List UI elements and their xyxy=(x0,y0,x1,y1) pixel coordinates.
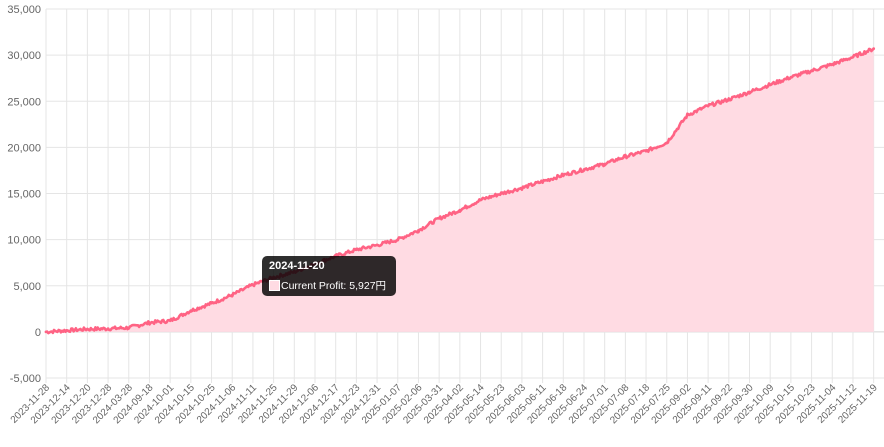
data-point[interactable] xyxy=(251,283,255,287)
data-point[interactable] xyxy=(789,75,793,79)
data-point[interactable] xyxy=(727,98,731,101)
data-point[interactable] xyxy=(168,319,172,323)
y-tick-label: -5,000 xyxy=(10,373,41,385)
data-point[interactable] xyxy=(230,293,234,297)
data-point[interactable] xyxy=(582,168,586,171)
data-point[interactable] xyxy=(603,162,607,166)
data-point[interactable] xyxy=(768,83,772,87)
y-tick-label: 10,000 xyxy=(7,235,41,247)
data-point[interactable] xyxy=(830,62,834,66)
data-point[interactable] xyxy=(375,243,379,247)
y-tick-label: 20,000 xyxy=(7,142,41,154)
y-tick-label: 0 xyxy=(35,327,41,339)
tooltip-title: 2024-11-20 xyxy=(269,260,325,272)
tooltip-color-swatch xyxy=(269,280,280,291)
y-tick-label: 25,000 xyxy=(7,96,41,108)
data-point[interactable] xyxy=(106,327,110,331)
series-line-current-profit xyxy=(45,47,875,335)
data-point[interactable] xyxy=(85,327,89,331)
data-point[interactable] xyxy=(644,149,648,153)
chart-tooltip: 2024-11-20 Current Profit: 5,927円 xyxy=(262,256,396,296)
data-point[interactable] xyxy=(127,326,131,330)
data-point[interactable] xyxy=(417,229,420,232)
data-point[interactable] xyxy=(44,330,48,334)
data-point[interactable] xyxy=(706,104,710,108)
y-tick-label: 5,000 xyxy=(13,281,41,293)
data-point[interactable] xyxy=(148,321,151,325)
data-point[interactable] xyxy=(479,198,482,202)
data-point[interactable] xyxy=(520,186,524,190)
data-point[interactable] xyxy=(748,90,751,94)
data-point[interactable] xyxy=(458,208,462,212)
data-point[interactable] xyxy=(561,173,565,177)
data-point[interactable] xyxy=(623,155,627,159)
data-point[interactable] xyxy=(665,141,669,145)
data-point[interactable] xyxy=(541,180,544,183)
data-point[interactable] xyxy=(65,329,69,332)
data-point[interactable] xyxy=(354,248,358,252)
data-point[interactable] xyxy=(189,309,193,313)
data-point[interactable] xyxy=(210,301,213,305)
y-tick-label: 15,000 xyxy=(7,189,41,201)
y-tick-label: 35,000 xyxy=(7,4,41,16)
data-point[interactable] xyxy=(872,47,876,51)
data-point[interactable] xyxy=(437,217,441,220)
data-point[interactable] xyxy=(686,113,689,117)
tooltip-label: Current Profit: 5,927円 xyxy=(281,280,387,292)
data-point[interactable] xyxy=(396,238,400,242)
y-tick-label: 30,000 xyxy=(7,50,41,62)
data-point[interactable] xyxy=(499,192,503,195)
data-point[interactable] xyxy=(851,55,855,59)
data-point[interactable] xyxy=(810,69,813,73)
profit-area-fill xyxy=(46,48,874,334)
